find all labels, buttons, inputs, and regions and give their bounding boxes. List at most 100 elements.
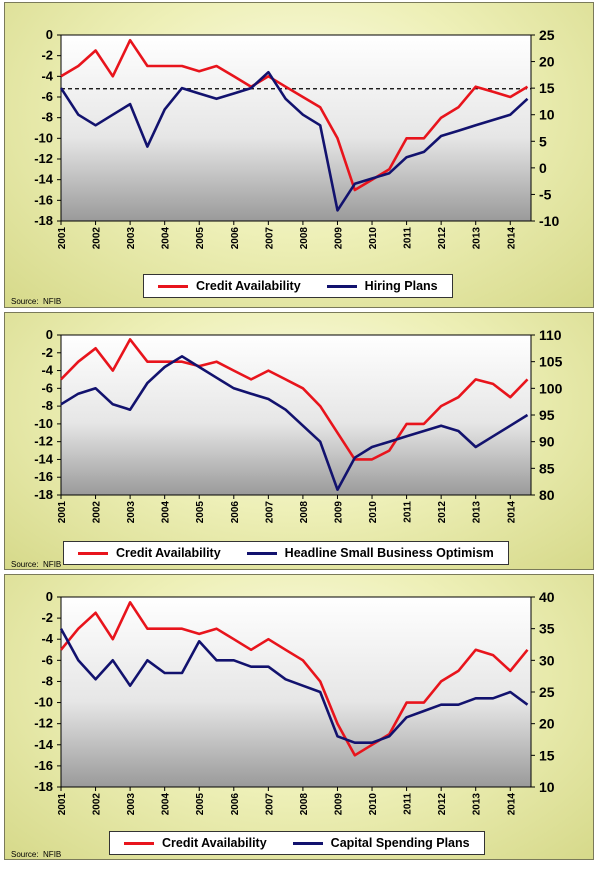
x-tick-label: 2011: [403, 501, 414, 523]
source-note: Source: NFIB: [11, 297, 62, 306]
y-right-tick-label: 95: [539, 407, 555, 423]
y-right-tick-label: 30: [539, 652, 555, 668]
legend-item-credit-availability: Credit Availability: [158, 279, 301, 293]
chart-2-plot: 0 -2 -4 -6 -8 -10 -12 -14 -16 -18 110 105 100 95 90 85 8…: [34, 327, 563, 524]
legend-item-capital-spending: Capital Spending Plans: [292, 836, 470, 850]
chart-2-legend: Credit Availability Headline Small Busin…: [63, 541, 509, 565]
y-right-tick-label: 105: [539, 354, 563, 370]
x-tick-label: 2013: [472, 227, 483, 250]
x-tick-label: 2003: [126, 227, 137, 250]
legend-item-hiring-plans: Hiring Plans: [326, 279, 438, 293]
y-right-tick-label: 85: [539, 460, 555, 476]
series-line-headline-small-business-optimism: [60, 354, 529, 491]
y-left-tick-label: -16: [34, 758, 53, 773]
legend-item-credit-availability: Credit Availability: [78, 546, 221, 560]
x-tick-label: 2004: [161, 501, 172, 524]
y-right-tick-label: 5: [539, 133, 547, 149]
legend-label: Credit Availability: [196, 279, 301, 293]
legend-swatch-credit: [158, 284, 188, 288]
plot-area: [60, 34, 532, 222]
y-left-tick-label: 0: [46, 27, 53, 42]
y-left-tick-label: -2: [41, 345, 53, 360]
y-left-tick-label: -18: [34, 487, 53, 502]
series-line-credit-availability: [59, 600, 529, 757]
legend-label: Headline Small Business Optimism: [284, 546, 494, 560]
x-tick-label: 2005: [195, 227, 206, 250]
x-tick-label: 2007: [264, 501, 275, 524]
y-right-tick-label: 25: [539, 684, 555, 700]
y-right-tick-label: 100: [539, 380, 563, 396]
y-left-tick-label: 0: [46, 327, 53, 342]
x-tick-label: 2001: [57, 227, 68, 250]
legend-swatch-optimism: [246, 551, 277, 555]
x-tick-label: 2007: [264, 227, 275, 250]
series-line-capital-spending-plans: [59, 628, 529, 744]
x-tick-label: 2005: [195, 501, 206, 524]
x-tick-label: 2006: [230, 793, 241, 816]
y-right-tick-label: 15: [539, 80, 555, 96]
series-line-hiring-plans: [59, 70, 529, 212]
x-tick-label: 2002: [92, 501, 103, 524]
y-right-tick-label: 15: [539, 747, 555, 763]
y-left-tick-label: -4: [41, 363, 53, 378]
series-line-credit-availability: [60, 338, 529, 461]
y-left-tick-label: -8: [41, 398, 53, 413]
x-tick-label: 2006: [230, 501, 241, 524]
source-note: Source: NFIB: [11, 560, 62, 569]
x-tick-label: 2008: [299, 501, 310, 524]
chart-1-plot: 0 -2 -4 -6 -8 -10 -12 -14 -16 -18 25 20 15 10 5 0 -5 -10 2…: [34, 27, 559, 250]
x-tick-label: 2012: [437, 501, 448, 524]
x-tick-label: 2014: [506, 793, 517, 816]
y-right-tick-label: 80: [539, 487, 555, 503]
y-left-tick-label: -2: [41, 48, 53, 63]
y-left-tick-label: -12: [34, 434, 53, 449]
x-tick-label: 2013: [472, 501, 483, 524]
y-right-tick-label: -10: [539, 213, 559, 229]
y-left-tick-label: 0: [46, 589, 53, 604]
x-tick-label: 2012: [437, 227, 448, 250]
plot-area: [60, 596, 532, 788]
x-tick-label: 2014: [506, 501, 517, 524]
y-left-tick-label: -6: [41, 89, 53, 104]
y-right-tick-label: 25: [539, 27, 555, 43]
x-tick-label: 2011: [403, 227, 414, 249]
y-left-tick-label: -4: [41, 68, 53, 83]
source-note: Source: NFIB: [11, 850, 62, 859]
chart-panel-1: 0 -2 -4 -6 -8 -10 -12 -14 -16 -18 25 20 15 10 5 0 -5 -10 2…: [4, 2, 594, 308]
legend-swatch-hiring: [326, 284, 357, 288]
x-tick-label: 2009: [333, 501, 344, 524]
chart-panel-2: 0 -2 -4 -6 -8 -10 -12 -14 -16 -18 110 105 100 95 90 85 8…: [4, 312, 594, 570]
y-left-tick-label: -4: [41, 631, 53, 646]
x-tick-label: 2009: [333, 793, 344, 816]
y-left-tick-label: -12: [34, 151, 53, 166]
x-tick-label: 2007: [264, 793, 275, 816]
chart-panel-3: 0 -2 -4 -6 -8 -10 -12 -14 -16 -18 40 35 30 25 20 15 10 20…: [4, 574, 594, 860]
y-left-tick-label: -2: [41, 610, 53, 625]
y-right-tick-label: 20: [539, 54, 555, 70]
y-right-tick-label: 35: [539, 621, 555, 637]
x-tick-label: 2004: [161, 793, 172, 816]
chart-1-legend: Credit Availability Hiring Plans: [143, 274, 453, 298]
y-left-tick-label: -6: [41, 652, 53, 667]
y-left-tick-label: -8: [41, 673, 53, 688]
y-left-tick-label: -14: [34, 737, 54, 752]
x-tick-label: 2014: [506, 227, 517, 250]
legend-swatch-credit: [124, 841, 154, 845]
legend-label: Credit Availability: [116, 546, 221, 560]
x-tick-label: 2002: [92, 227, 103, 250]
x-tick-label: 2008: [299, 227, 310, 250]
y-left-tick-label: -8: [41, 110, 53, 125]
legend-item-credit-availability: Credit Availability: [124, 836, 267, 850]
x-tick-label: 2011: [403, 793, 414, 815]
x-tick-label: 2013: [472, 793, 483, 816]
y-left-tick-label: -10: [34, 416, 53, 431]
x-tick-label: 2009: [333, 227, 344, 250]
y-left-tick-label: -14: [34, 172, 54, 187]
x-tick-label: 2004: [161, 227, 172, 250]
y-right-tick-label: 20: [539, 716, 555, 732]
y-left-tick-label: -6: [41, 380, 53, 395]
chart-3-legend: Credit Availability Capital Spending Pla…: [109, 831, 485, 855]
y-left-tick-label: -10: [34, 695, 53, 710]
legend-swatch-capex: [292, 841, 323, 845]
x-tick-label: 2010: [368, 227, 379, 250]
